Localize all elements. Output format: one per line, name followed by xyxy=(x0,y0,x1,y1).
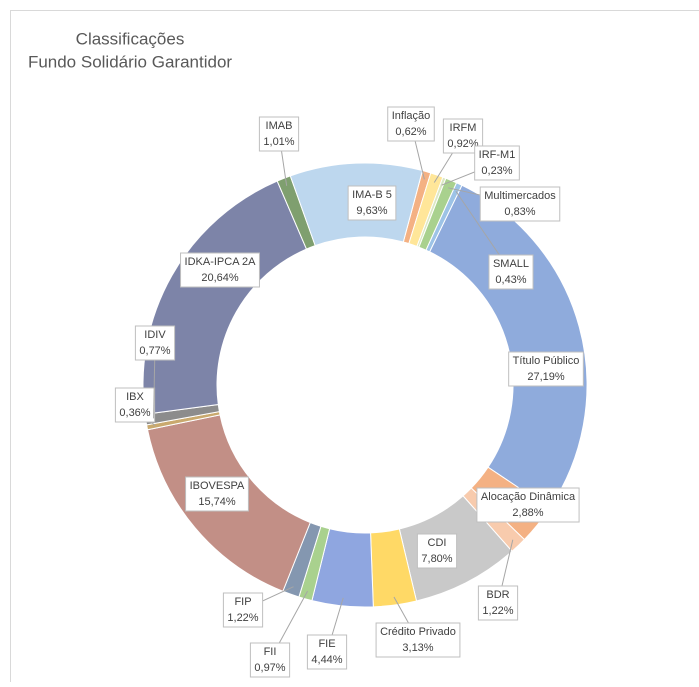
value-label: 1,01% xyxy=(263,136,294,148)
value-label: 0,92% xyxy=(447,138,478,150)
category-label: Título Público xyxy=(513,355,580,367)
category-label: IDIV xyxy=(144,329,166,341)
category-label: BDR xyxy=(486,589,509,601)
category-label: IDKA-IPCA 2A xyxy=(185,256,257,268)
category-label: IBOVESPA xyxy=(190,480,245,492)
value-label: 0,83% xyxy=(504,206,535,218)
category-label: IMA-B 5 xyxy=(352,189,392,201)
category-label: FII xyxy=(264,646,277,658)
chart-subtitle: Fundo Solidário Garantidor xyxy=(28,52,232,71)
chart-title: Classificações xyxy=(76,29,185,48)
category-label: FIP xyxy=(234,596,251,608)
value-label: 1,22% xyxy=(227,612,258,624)
category-label: IRF-M1 xyxy=(479,149,516,161)
value-label: 3,13% xyxy=(402,642,433,654)
category-label: Crédito Privado xyxy=(380,626,456,638)
category-label: IBX xyxy=(126,391,144,403)
value-label: 15,74% xyxy=(198,496,236,508)
value-label: 0,43% xyxy=(495,274,526,286)
value-label: 7,80% xyxy=(421,553,452,565)
category-label: FIE xyxy=(318,638,335,650)
value-label: 27,19% xyxy=(527,371,565,383)
value-label: 0,23% xyxy=(481,165,512,177)
category-label: IRFM xyxy=(450,122,477,134)
category-label: IMAB xyxy=(266,120,293,132)
category-label: CDI xyxy=(428,537,447,549)
value-label: 1,22% xyxy=(482,605,513,617)
value-label: 9,63% xyxy=(356,205,387,217)
category-label: Alocação Dinâmica xyxy=(481,491,576,503)
value-label: 0,36% xyxy=(119,407,150,419)
value-label: 2,88% xyxy=(512,507,543,519)
category-label: Inflação xyxy=(392,110,431,122)
value-label: 4,44% xyxy=(311,654,342,666)
value-label: 0,62% xyxy=(395,126,426,138)
value-label: 0,77% xyxy=(139,345,170,357)
value-label: 0,97% xyxy=(254,662,285,674)
value-label: 20,64% xyxy=(201,272,239,284)
category-label: Multimercados xyxy=(484,190,556,202)
category-label: SMALL xyxy=(493,258,529,270)
